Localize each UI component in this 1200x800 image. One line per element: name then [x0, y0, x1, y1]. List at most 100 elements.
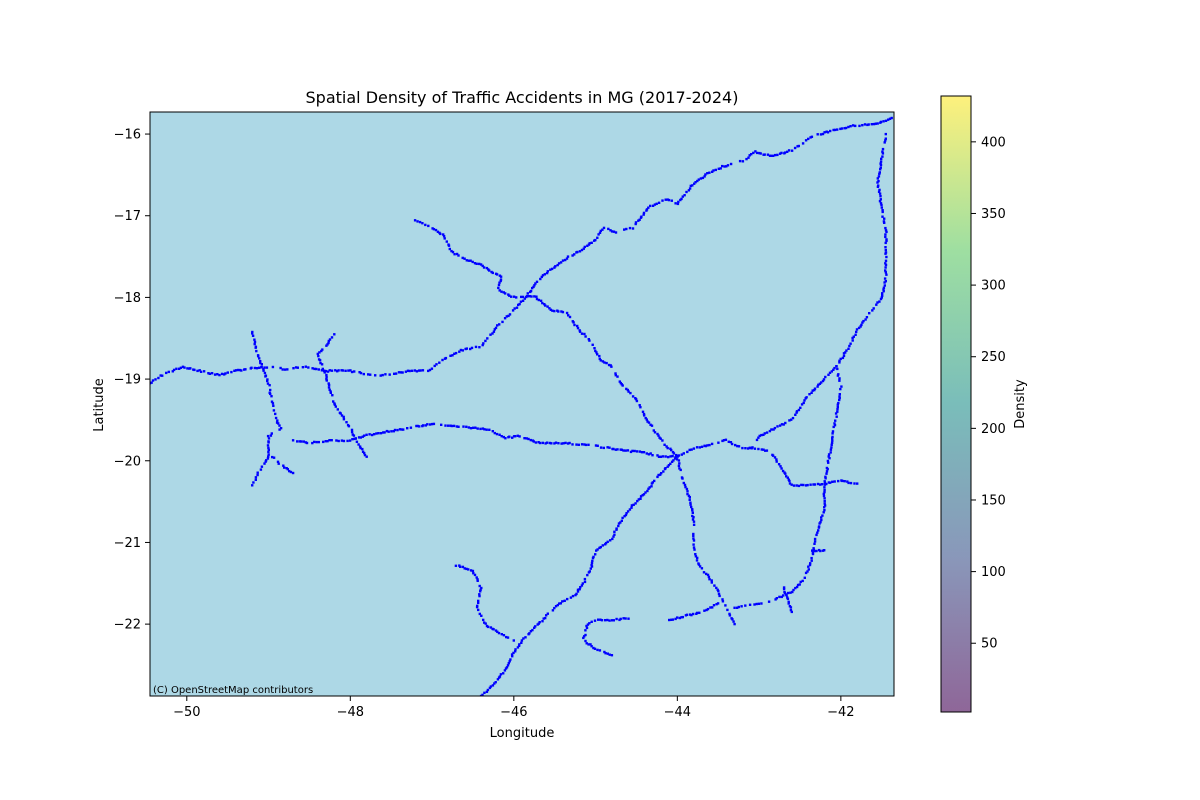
accident-point	[883, 217, 886, 220]
accident-point	[666, 198, 669, 201]
accident-point	[325, 375, 328, 379]
accident-point	[786, 150, 789, 153]
accident-point	[321, 367, 324, 371]
accident-point	[594, 444, 598, 447]
accident-point	[514, 648, 517, 651]
accident-point	[825, 470, 829, 473]
accident-point	[833, 424, 837, 427]
accident-point	[823, 483, 827, 486]
accident-point	[524, 636, 527, 639]
accident-point	[495, 432, 499, 436]
accident-point	[878, 200, 882, 203]
accident-point	[822, 492, 825, 496]
accident-point	[428, 423, 432, 426]
accident-point	[712, 169, 715, 172]
accident-point	[520, 295, 523, 299]
accident-point	[833, 480, 836, 483]
accident-point	[768, 429, 772, 433]
accident-point	[566, 255, 570, 258]
accident-point	[442, 235, 446, 238]
accident-point	[837, 373, 840, 376]
accident-point	[626, 510, 630, 513]
accident-point	[856, 482, 859, 485]
accident-point	[599, 229, 602, 233]
accident-point	[533, 284, 536, 287]
accident-point	[469, 259, 472, 262]
accident-point	[432, 228, 436, 231]
accident-point	[879, 162, 882, 165]
accident-point	[544, 442, 547, 445]
accident-point	[464, 347, 467, 351]
accident-point	[848, 344, 851, 348]
accident-point	[502, 291, 505, 294]
accident-point	[270, 432, 273, 435]
accident-point	[538, 441, 542, 445]
accident-point	[600, 619, 604, 622]
accident-point	[686, 492, 689, 496]
accident-point	[619, 521, 622, 524]
accident-point	[375, 432, 378, 435]
accident-point	[709, 606, 712, 609]
accident-point	[594, 349, 597, 353]
accident-point	[485, 266, 489, 270]
accident-point	[559, 261, 563, 264]
accident-point	[268, 384, 271, 387]
accident-point	[598, 649, 602, 652]
accident-point	[345, 421, 348, 424]
accident-point	[799, 406, 802, 409]
accident-point	[266, 457, 270, 460]
accident-point	[519, 300, 523, 303]
accident-point	[593, 647, 597, 650]
accident-point	[361, 435, 364, 438]
accident-point	[838, 377, 841, 380]
accident-point	[365, 455, 368, 458]
accident-point	[584, 633, 587, 637]
accident-point	[485, 428, 488, 431]
accident-point	[531, 628, 534, 632]
accident-point	[269, 392, 272, 396]
accident-point	[855, 328, 859, 331]
accident-point	[281, 368, 284, 371]
accident-point	[479, 427, 482, 431]
accident-point	[705, 572, 708, 576]
accident-point	[256, 473, 259, 477]
accident-point	[827, 373, 830, 376]
accident-point	[584, 335, 587, 338]
accident-point	[489, 333, 492, 336]
accident-point	[696, 556, 699, 560]
accident-point	[258, 366, 261, 369]
accident-point	[821, 549, 825, 552]
accident-point	[758, 151, 761, 155]
accident-point	[823, 499, 826, 503]
accident-point	[557, 442, 560, 445]
accident-point	[546, 270, 549, 273]
accident-point	[752, 151, 755, 155]
accident-point	[259, 360, 262, 363]
accident-point	[804, 484, 808, 487]
accident-point	[316, 352, 319, 356]
accident-point	[740, 605, 743, 608]
accident-point	[571, 594, 575, 598]
accident-point	[705, 608, 708, 612]
accident-point	[879, 168, 882, 171]
accident-point	[825, 472, 828, 475]
accident-point	[289, 470, 293, 474]
accident-point	[262, 369, 265, 372]
accident-point	[511, 655, 514, 658]
accident-point	[322, 440, 325, 444]
accident-point	[682, 481, 685, 485]
accident-point	[866, 123, 869, 127]
accident-point	[759, 152, 762, 155]
accident-point	[644, 491, 647, 494]
accident-point	[671, 618, 675, 621]
accident-point	[780, 595, 783, 599]
accident-point	[593, 239, 596, 242]
accident-point	[410, 369, 414, 372]
accident-point	[689, 503, 692, 506]
accident-point	[812, 548, 816, 551]
accident-point	[368, 433, 371, 436]
accident-point	[692, 612, 695, 616]
accident-point	[627, 390, 630, 393]
accident-point	[230, 370, 233, 374]
accident-point	[586, 244, 589, 247]
